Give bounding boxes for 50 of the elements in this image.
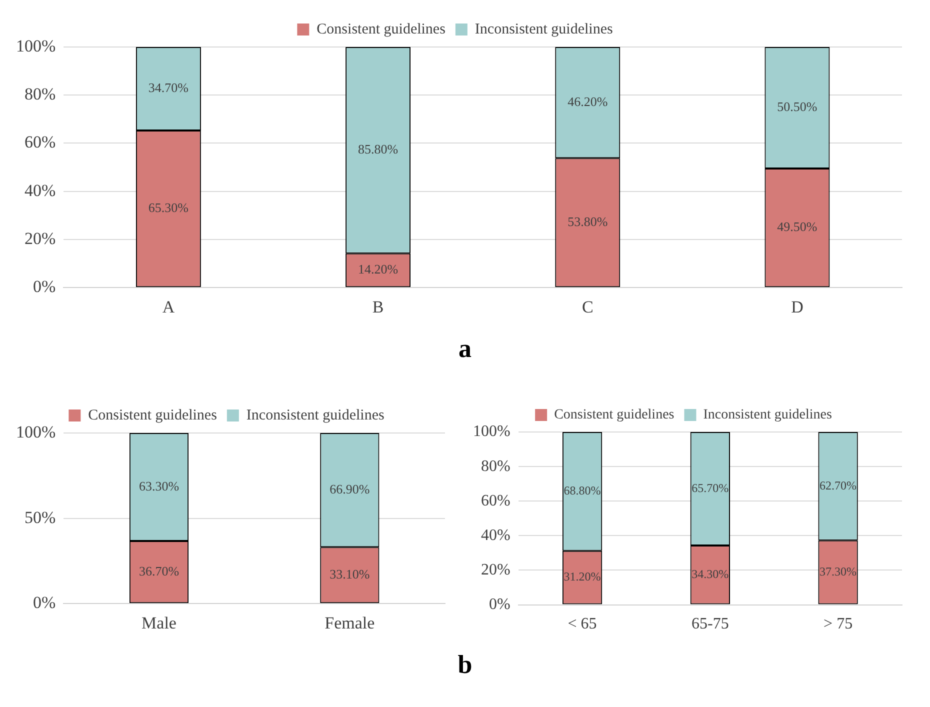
x-tick-label: C <box>582 297 594 316</box>
y-tick-label: 100% <box>473 423 510 440</box>
x-tick-label: B <box>372 297 384 316</box>
data-label: 36.70% <box>138 563 180 578</box>
y-tick-label: 100% <box>16 36 56 56</box>
data-label: 50.50% <box>777 99 818 114</box>
data-label: 62.70% <box>820 478 857 492</box>
y-tick-label: 40% <box>481 526 510 544</box>
text: a <box>458 334 472 364</box>
data-label: 53.80% <box>568 214 608 230</box>
data-label: 34.30% <box>692 567 729 582</box>
x-tick-label: < 65 <box>568 616 597 633</box>
y-tick-label: 0% <box>32 277 56 296</box>
x-tick-label: A <box>162 297 176 316</box>
y-tick-label: 60% <box>481 492 510 510</box>
y-tick-label: 0% <box>489 596 510 614</box>
data-label: 68.80% <box>564 484 601 498</box>
data-label: 46.20% <box>568 94 608 109</box>
legend-label: Inconsistent guidelines <box>246 407 384 424</box>
y-tick-label: 80% <box>24 84 56 104</box>
text: b <box>456 650 474 680</box>
data-label: 34.70% <box>148 80 189 96</box>
y-tick-label: 80% <box>481 458 510 475</box>
y-tick-label: 60% <box>24 132 56 152</box>
legend-label: Consistent guidelines <box>88 407 218 424</box>
legend-label: Consistent guidelines <box>316 21 446 38</box>
legend-label: Consistent guidelines <box>554 408 674 423</box>
legend-label: Inconsistent guidelines <box>474 21 613 38</box>
data-label: 31.20% <box>564 570 601 584</box>
x-tick-label: Male <box>142 613 176 632</box>
x-tick-label: 65-75 <box>692 616 729 633</box>
data-label: 65.70% <box>692 480 729 495</box>
data-label: 85.80% <box>358 142 398 157</box>
data-label: 49.50% <box>777 219 818 234</box>
legend-label: Inconsistent guidelines <box>703 408 832 423</box>
x-tick-label: D <box>791 297 804 316</box>
data-label: 63.30% <box>138 478 180 494</box>
y-tick-label: 20% <box>24 228 56 248</box>
x-tick-label: > 75 <box>824 616 853 633</box>
y-tick-label: 50% <box>24 508 56 527</box>
data-label: 65.30% <box>148 200 189 216</box>
y-tick-label: 0% <box>32 593 56 612</box>
data-label: 33.10% <box>330 566 370 582</box>
data-label: 66.90% <box>330 481 370 496</box>
y-tick-label: 40% <box>24 180 56 200</box>
data-label: 37.30% <box>820 564 857 578</box>
data-label: 14.20% <box>358 262 398 277</box>
y-tick-label: 20% <box>481 561 510 578</box>
y-tick-label: 100% <box>16 422 56 442</box>
x-tick-label: Female <box>324 613 375 632</box>
